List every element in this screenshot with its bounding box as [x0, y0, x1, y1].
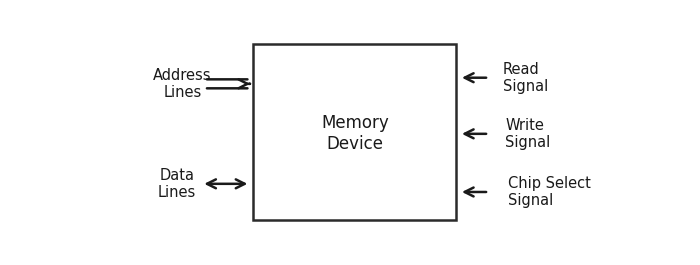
Text: Data
Lines: Data Lines [158, 168, 196, 200]
Text: Write
Signal: Write Signal [505, 118, 550, 150]
Text: Read
Signal: Read Signal [503, 61, 548, 94]
Bar [253, 44, 456, 219]
Text: Memory
Device: Memory Device [321, 114, 388, 153]
Text: Chip Select
Signal: Chip Select Signal [508, 176, 591, 208]
Text: Address
Lines: Address Lines [153, 68, 211, 100]
